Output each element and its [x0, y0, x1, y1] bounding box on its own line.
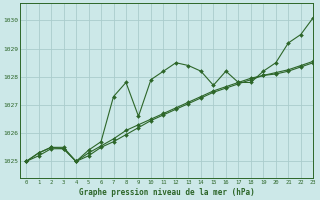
X-axis label: Graphe pression niveau de la mer (hPa): Graphe pression niveau de la mer (hPa): [79, 188, 254, 197]
